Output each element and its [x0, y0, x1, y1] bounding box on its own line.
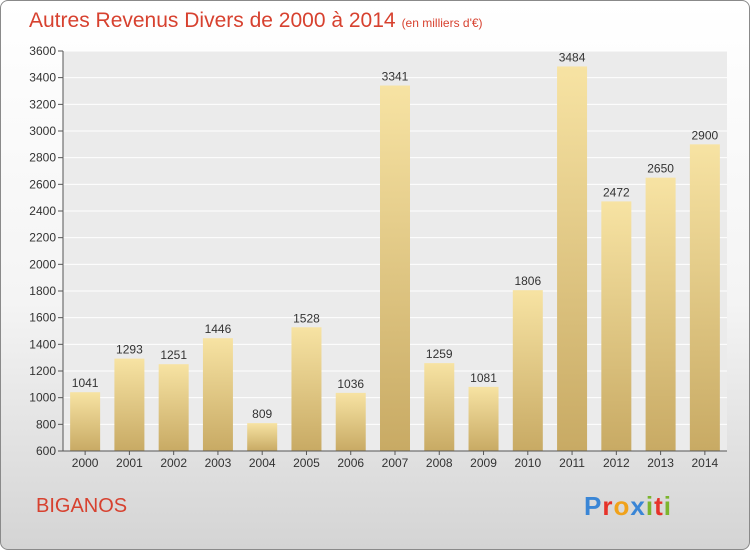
y-tick-label: 2000: [29, 257, 56, 271]
y-tick-label: 2200: [29, 231, 56, 245]
unit-note: (en milliers d'€): [401, 16, 483, 30]
data-label: 3484: [559, 50, 586, 64]
x-tick-label: 2010: [514, 456, 541, 470]
bars: [70, 66, 720, 452]
x-tick-label: 2004: [249, 456, 276, 470]
y-tick-label: 1200: [29, 364, 56, 378]
x-tick-label: 2002: [160, 456, 187, 470]
data-label: 1251: [160, 348, 187, 362]
x-tick-label: 2005: [293, 456, 320, 470]
axes: [58, 50, 727, 455]
bar: [158, 364, 189, 451]
y-tick-label: 2600: [29, 177, 56, 191]
bar: [70, 392, 101, 451]
y-tick-label: 2800: [29, 151, 56, 165]
data-label: 1528: [293, 311, 320, 325]
y-tick-label: 600: [36, 444, 56, 458]
y-tick-label: 2400: [29, 204, 56, 218]
y-tick-label: 1000: [29, 391, 56, 405]
labels: 600 800 1000 1200 1400 1600 1800 2000 2200 2400 26…: [29, 44, 718, 470]
data-label: 1036: [337, 377, 364, 391]
city-name: BIGANOS: [36, 495, 128, 517]
brand-letter: i: [663, 491, 672, 521]
brand-letter: o: [613, 491, 631, 521]
data-label: 1081: [470, 371, 497, 385]
x-tick-label: 2012: [603, 456, 630, 470]
bar: [424, 363, 455, 451]
x-tick-label: 2000: [72, 456, 99, 470]
x-tick-label: 2011: [559, 456, 585, 470]
data-label: 809: [252, 407, 272, 421]
y-tick-label: 1400: [29, 337, 56, 351]
bar: [557, 66, 588, 451]
brand-letter: i: [645, 491, 655, 521]
data-label: 1446: [205, 322, 232, 336]
y-tick-label: 1600: [29, 311, 56, 325]
bar: [380, 85, 410, 452]
bar: [601, 201, 632, 451]
data-label: 3341: [382, 70, 409, 84]
x-tick-label: 2003: [205, 456, 232, 470]
bar: [645, 177, 676, 451]
data-label: 1293: [116, 343, 143, 357]
bar: [468, 386, 499, 451]
data-label: 2650: [647, 162, 674, 176]
data-label: 1806: [514, 274, 541, 288]
data-label: 2472: [603, 185, 630, 199]
data-label: 1259: [426, 347, 453, 361]
data-label: 2900: [692, 128, 719, 142]
x-tick-label: 2008: [426, 456, 453, 470]
brand-letter: t: [654, 491, 664, 521]
data-label: 1041: [72, 376, 99, 390]
y-tick-label: 3200: [29, 97, 56, 111]
bar: [512, 290, 543, 451]
bar: [114, 358, 145, 451]
brand-logo: Proxiti: [584, 491, 672, 522]
x-tick-label: 2009: [470, 456, 497, 470]
x-tick-label: 2001: [116, 456, 143, 470]
brand-letter: r: [602, 491, 614, 521]
y-tick-label: 3400: [29, 71, 56, 85]
y-tick-label: 800: [36, 417, 56, 431]
brand-letter: x: [630, 491, 646, 521]
x-tick-label: 2007: [382, 456, 409, 470]
bar: [202, 338, 233, 451]
x-tick-label: 2006: [337, 456, 364, 470]
y-tick-label: 1800: [29, 284, 56, 298]
bar: [335, 392, 366, 451]
bar: [247, 423, 278, 451]
y-tick-label: 3600: [29, 44, 56, 58]
bar: [291, 327, 322, 451]
brand-letter: P: [584, 491, 603, 521]
bar: [689, 144, 720, 452]
x-tick-label: 2013: [647, 456, 674, 470]
y-tick-label: 3000: [29, 124, 56, 138]
x-tick-label: 2014: [692, 456, 719, 470]
chart-title: Autres Revenus Divers de 2000 à 2014 (en …: [29, 9, 483, 33]
chart-title-text: Autres Revenus Divers de 2000 à 2014: [29, 9, 396, 32]
